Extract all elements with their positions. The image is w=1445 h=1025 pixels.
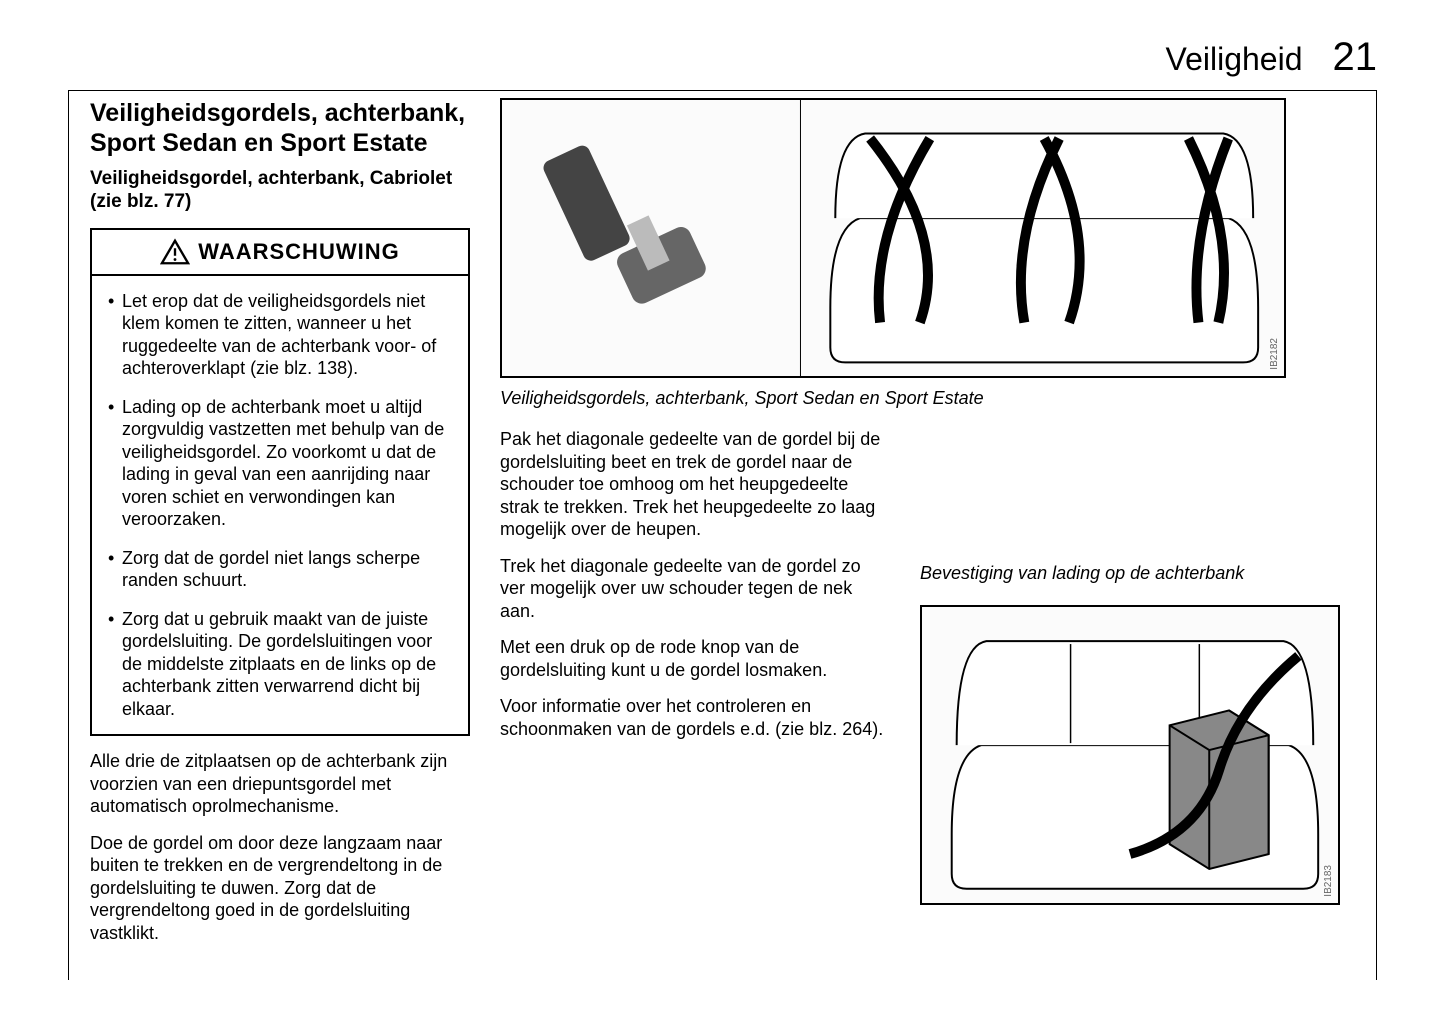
column-middle: Pak het diagonale gedeelte van de gordel…	[500, 98, 890, 958]
warning-bullet: Let erop dat de veiligheidsgordels niet …	[106, 290, 450, 380]
cargo-securing-svg	[922, 605, 1338, 905]
page-rule-left	[68, 90, 69, 980]
page-header: Veiligheid 21	[1166, 35, 1378, 80]
subheading: Veiligheidsgordel, achterbank, Cabriolet…	[90, 168, 470, 214]
body-paragraph: Pak het diagonale gedeelte van de gordel…	[500, 428, 890, 541]
body-paragraph: Trek het diagonale gedeelte van de gorde…	[500, 555, 890, 623]
illustration-cargo-securing: IB2183	[920, 605, 1340, 905]
section-title: Veiligheid	[1166, 41, 1303, 78]
page-rule-top	[68, 90, 1377, 91]
page-number: 21	[1333, 35, 1378, 80]
column-right: Bevestiging van lading op de achterbank …	[920, 98, 1340, 958]
warning-header: WAARSCHUWING	[92, 230, 468, 276]
warning-bullet: Zorg dat u gebruik maakt van de juiste g…	[106, 608, 450, 721]
body-paragraph: Met een druk op de rode knop van de gord…	[500, 636, 890, 681]
heading-main: Veiligheidsgordels, achterbank, Sport Se…	[90, 98, 470, 158]
warning-body: Let erop dat de veiligheidsgordels niet …	[92, 276, 468, 735]
warning-box: WAARSCHUWING Let erop dat de veiligheids…	[90, 228, 470, 737]
figure-id: IB2183	[1323, 865, 1334, 897]
warning-list: Let erop dat de veiligheidsgordels niet …	[106, 290, 450, 721]
body-paragraph: Voor informatie over het controleren en …	[500, 695, 890, 740]
column-left: Veiligheidsgordels, achterbank, Sport Se…	[90, 98, 470, 958]
figure-caption-right: Bevestiging van lading op de achterbank	[920, 563, 1340, 585]
page-rule-right	[1376, 90, 1377, 980]
warning-bullet: Zorg dat de gordel niet langs scherpe ra…	[106, 547, 450, 592]
body-paragraph: Doe de gordel om door deze langzaam naar…	[90, 832, 470, 945]
warning-bullet: Lading op de achterbank moet u altijd zo…	[106, 396, 450, 531]
warning-triangle-icon	[160, 238, 190, 266]
warning-title: WAARSCHUWING	[198, 239, 399, 265]
content-columns: Veiligheidsgordels, achterbank, Sport Se…	[90, 98, 1355, 958]
body-paragraph: Alle drie de zitplaatsen op de achterban…	[90, 750, 470, 818]
